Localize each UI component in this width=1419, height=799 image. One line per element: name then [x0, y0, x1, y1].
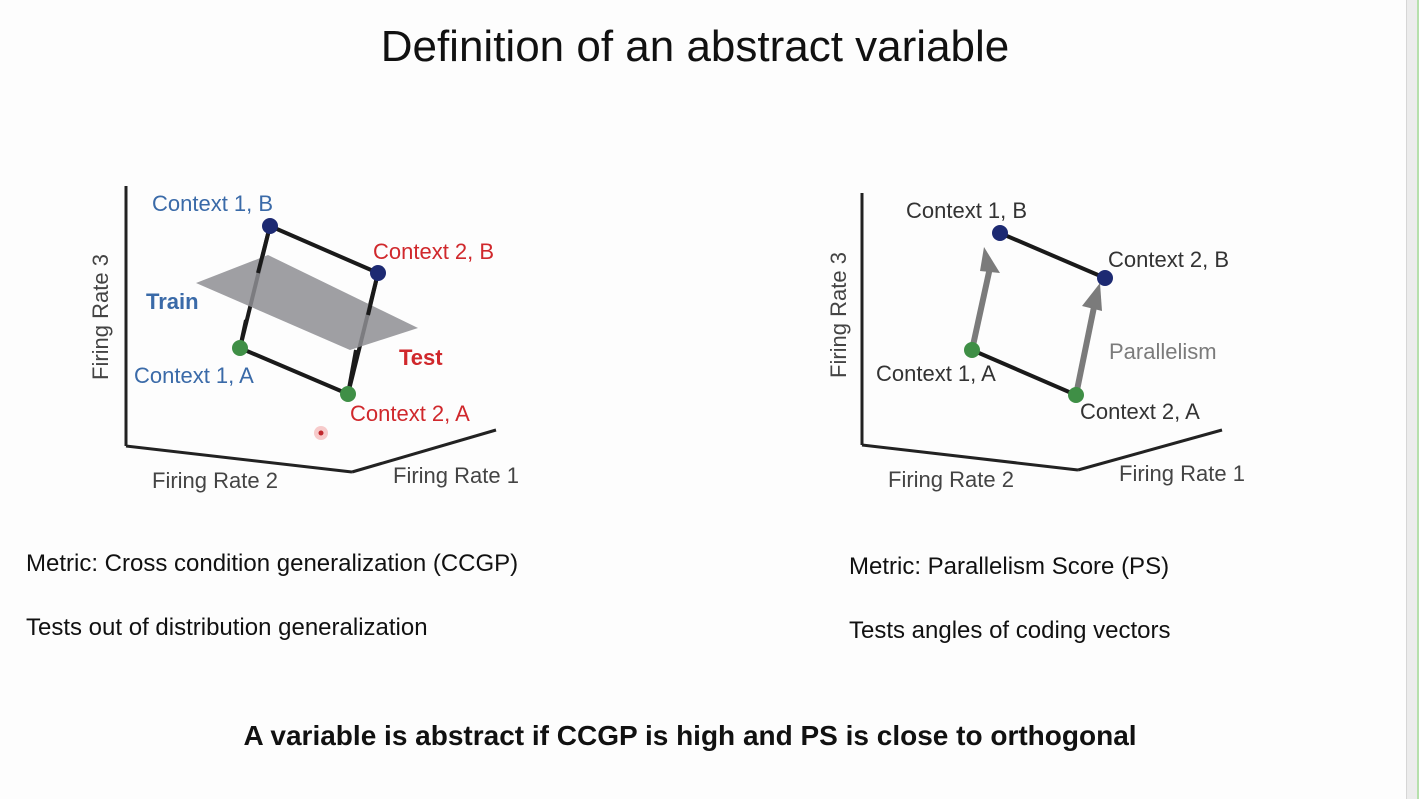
- axis-label-firing-rate-2: Firing Rate 2: [152, 468, 278, 493]
- label-train: Train: [146, 289, 199, 314]
- label-context-1-a: Context 1, A: [134, 363, 254, 388]
- point-context-1-b: [992, 225, 1008, 241]
- axis-label-firing-rate-3: Firing Rate 3: [88, 254, 113, 380]
- axis-label-firing-rate-3: Firing Rate 3: [826, 252, 851, 378]
- label-context-2-b: Context 2, B: [373, 239, 494, 264]
- label-context-1-a: Context 1, A: [876, 361, 996, 386]
- edge-c1a-c2a: [239, 346, 349, 396]
- label-context-2-a: Context 2, A: [1080, 399, 1200, 424]
- point-context-2-b: [1097, 270, 1113, 286]
- axis-firing-rate-1: [351, 428, 497, 474]
- ps-description: Tests angles of coding vectors: [849, 617, 1171, 644]
- label-parallelism: Parallelism: [1109, 339, 1217, 364]
- label-context-1-b: Context 1, B: [906, 198, 1027, 223]
- window-edge-scrollbar: [1406, 0, 1419, 799]
- point-context-1-a: [232, 340, 248, 356]
- label-context-2-a: Context 2, A: [350, 401, 470, 426]
- ccgp-diagram: Firing Rate 3 Firing Rate 2 Firing Rate …: [88, 186, 519, 493]
- axis-label-firing-rate-1: Firing Rate 1: [1119, 461, 1245, 486]
- point-context-2-a: [340, 386, 356, 402]
- edge-c1b-c2b: [269, 224, 379, 275]
- point-context-1-b: [262, 218, 278, 234]
- ccgp-metric: Metric: Cross condition generalization (…: [26, 550, 519, 577]
- ps-metric: Metric: Parallelism Score (PS): [849, 553, 1170, 580]
- slide-title: Definition of an abstract variable: [380, 22, 1010, 71]
- arrow-context-1: [969, 262, 994, 351]
- arrow-context-2: [1073, 306, 1097, 396]
- axes: [124, 186, 497, 474]
- edge-indicator: [1417, 0, 1419, 799]
- decision-plane: [196, 255, 418, 350]
- conclusion: A variable is abstract if CCGP is high a…: [243, 720, 1137, 751]
- axis-firing-rate-2: [861, 443, 1079, 472]
- ccgp-description: Tests out of distribution generalization: [26, 614, 428, 641]
- axis-label-firing-rate-2: Firing Rate 2: [888, 467, 1014, 492]
- point-context-1-a: [964, 342, 980, 358]
- edge-c1a-c2a: [971, 348, 1077, 397]
- label-context-1-b: Context 1, B: [152, 191, 273, 216]
- coding-vector-arrows: [969, 247, 1102, 396]
- axis-label-firing-rate-1: Firing Rate 1: [393, 463, 519, 488]
- point-context-2-b: [370, 265, 386, 281]
- axis-firing-rate-2: [125, 444, 353, 474]
- label-test: Test: [399, 345, 443, 370]
- axes: [860, 193, 1223, 472]
- edge-c1b-c2b: [999, 231, 1106, 280]
- point-context-2-a: [1068, 387, 1084, 403]
- label-context-2-b: Context 2, B: [1108, 247, 1229, 272]
- ps-diagram: Firing Rate 3 Firing Rate 2 Firing Rate …: [826, 193, 1245, 492]
- axis-firing-rate-1: [1077, 428, 1223, 472]
